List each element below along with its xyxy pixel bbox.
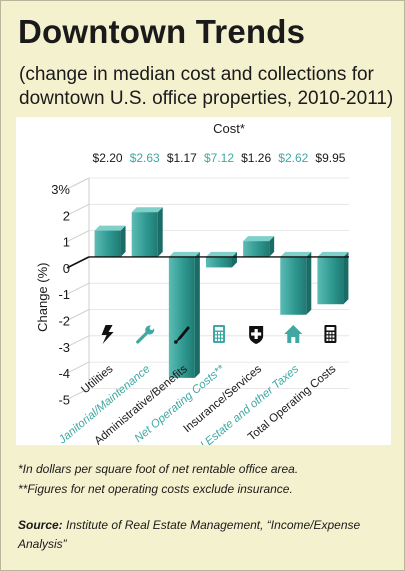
calculator-icon (324, 325, 337, 343)
pen-icon (174, 326, 190, 344)
bar (94, 230, 121, 257)
bar (243, 241, 270, 257)
y-tick-label: 3% (51, 182, 70, 197)
lightning-icon (101, 325, 114, 344)
bar-side (232, 251, 237, 268)
bar-side (343, 251, 349, 305)
net-costs-footnote: **Figures for net operating costs exclud… (18, 482, 293, 496)
bar-top (168, 251, 200, 257)
cost-label: $1.17 (167, 151, 197, 165)
bar (317, 256, 344, 305)
bar (206, 256, 232, 268)
gridline (66, 387, 90, 400)
page-title: Downtown Trends (18, 13, 306, 50)
cost-label: $2.63 (130, 151, 160, 165)
bar-side (269, 236, 275, 257)
cost-label: $9.95 (315, 151, 345, 165)
y-tick-label: 2 (63, 208, 70, 223)
source-text: Institute of Real Estate Management, “In… (18, 518, 361, 551)
bar-top (206, 251, 237, 257)
gridline (66, 230, 90, 243)
gridline (66, 335, 90, 348)
y-tick-label: -4 (58, 366, 70, 381)
chart-subtitle: (change in median cost and collections f… (19, 64, 394, 109)
chart-panel: 3% 2 1 0 -1 -2 -3 -4 -5 Change (%) Cost* $2.20 Utili… (16, 117, 391, 445)
gridline (66, 203, 90, 216)
cost-label: $7.12 (204, 151, 234, 165)
cost-header: Cost* (213, 121, 245, 136)
y-tick-label: 1 (63, 235, 70, 250)
y-tick-label: -5 (58, 392, 70, 407)
zero-line-persp (66, 256, 90, 269)
y-tick-label: -2 (58, 314, 70, 329)
bar-side (306, 251, 312, 315)
gridline (66, 361, 90, 374)
bar-top (131, 207, 163, 213)
gridline (66, 309, 90, 321)
cost-label: $2.62 (278, 151, 308, 165)
cost-label: $2.20 (93, 151, 123, 165)
bar-side (194, 251, 200, 378)
bar-top (243, 236, 275, 242)
medical-cross-icon (249, 326, 264, 344)
bar-top (317, 251, 349, 257)
bar (280, 256, 307, 315)
bar-top (280, 251, 312, 257)
bar-top (94, 225, 126, 231)
gridline (66, 177, 90, 190)
bar-side (157, 207, 163, 257)
footnotes: *In dollars per square foot of net renta… (18, 459, 398, 499)
y-tick-label: 0 (63, 261, 70, 276)
bar (131, 212, 158, 257)
y-tick-label: -1 (58, 287, 70, 302)
source-credit: Source: Institute of Real Estate Managem… (18, 516, 398, 554)
wrench-icon (136, 325, 155, 344)
house-icon (284, 325, 303, 343)
cost-footnote: *In dollars per square foot of net renta… (18, 462, 299, 476)
calculator-icon (213, 325, 225, 343)
source-label: Source: (18, 518, 63, 532)
y-tick-label: -3 (58, 340, 70, 355)
y-axis-label: Change (%) (35, 263, 50, 332)
bar (168, 256, 195, 378)
gridline (66, 282, 90, 295)
cost-label: $1.26 (241, 151, 271, 165)
bar-side (120, 225, 126, 257)
